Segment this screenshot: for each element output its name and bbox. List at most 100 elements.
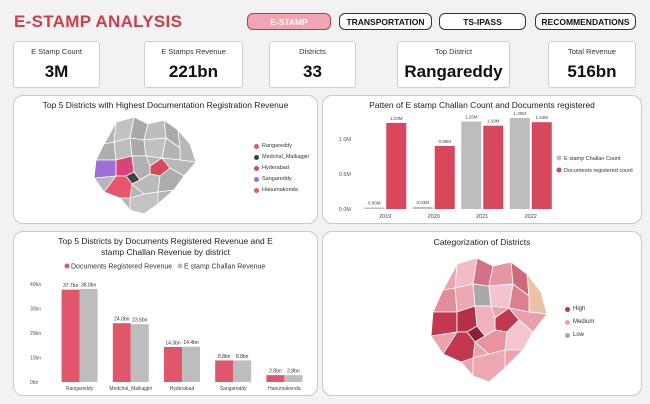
legend-dot-icon <box>254 165 259 171</box>
y-tick-label: 0bn <box>30 380 39 386</box>
map-legend-item[interactable]: Hyderabad <box>254 165 289 171</box>
bar-data-label: 14.3bn <box>165 340 181 346</box>
x-tick-label: Hanumakonda <box>268 386 301 392</box>
bar-data-label: 8.8bn <box>236 354 249 360</box>
district-revenue-bar-chart[interactable]: 0bn 10bn 20bn 30bn 40bn Documents Registered … <box>14 232 319 397</box>
bar-data-label: 2.8bn <box>287 369 300 375</box>
chart-bar <box>284 375 303 382</box>
y-tick-label: 0.0M <box>339 207 352 213</box>
bar-data-label: 0.90M <box>438 139 451 144</box>
chart-bar <box>233 360 252 382</box>
telangana-map[interactable] <box>86 114 201 219</box>
chart-bar <box>112 323 131 382</box>
x-tick-label: 2020 <box>428 214 440 220</box>
nav-transportation-button[interactable]: TRANSPORTATION <box>339 13 432 30</box>
map-legend-item[interactable]: Sangareddy <box>254 176 292 182</box>
x-tick-label: Medchal_Malkajgiri <box>109 386 152 392</box>
bar-data-label: 1.25M <box>465 115 478 120</box>
x-tick-label: 2022 <box>525 214 537 220</box>
kpi-label: E Stamps Revenue <box>161 47 226 56</box>
map-legend-item[interactable]: High <box>565 306 585 312</box>
x-tick-label: Rangareddy <box>66 386 94 392</box>
chart-bar <box>79 288 98 382</box>
nav-estamp-button[interactable]: E-STAMP <box>247 13 331 30</box>
chart-bar <box>461 121 482 209</box>
y-tick-label: 20bn <box>30 331 41 337</box>
kpi-value: Rangareddy <box>404 62 503 81</box>
legend-dot-icon <box>556 167 562 173</box>
estamp-pattern-bar-chart[interactable]: 0.0M 0.5M 1.0M 0.00M 1.23M 2019 0.03M 0.90M 2020… <box>323 96 643 225</box>
legend-label: Hyderabad <box>262 165 289 171</box>
legend-dot-icon <box>565 306 570 312</box>
nav-recommendations-button[interactable]: RECOMMENDATIONS <box>535 13 636 30</box>
x-tick-label: 2019 <box>379 214 391 220</box>
panel-title: Categorization of Districts <box>433 237 531 247</box>
nav-tsipass-button[interactable]: TS-IPASS <box>439 13 526 30</box>
legend-label: Documents registered count <box>564 168 633 174</box>
kpi-label: Districts <box>299 47 326 56</box>
x-tick-label: Sangareddy <box>220 386 247 392</box>
legend-label: Documents Registered Revenue <box>71 264 172 271</box>
bar-data-label: 1.23M <box>390 116 403 121</box>
bar-data-label: 38.0bn <box>81 282 97 288</box>
chart-bar <box>164 346 182 382</box>
kpi-value: 3M <box>44 62 69 81</box>
legend-label: E stamp Challan Revenue <box>184 264 265 271</box>
legend-label: E stamp Challan Count <box>564 156 621 162</box>
map-legend-item[interactable]: Medchal_Malkajgiri <box>254 154 309 160</box>
legend-dot-icon <box>254 187 259 193</box>
kpi-districts-card: Districts 33 <box>269 41 356 88</box>
chart-title: Patten of E stamp Challan Count and Docu… <box>369 100 595 110</box>
page-title: E-STAMP ANALYSIS <box>14 12 183 31</box>
legend-label: Low <box>573 332 585 338</box>
bar-data-label: 2.8bn <box>269 369 282 375</box>
legend-label: Sangareddy <box>262 176 292 182</box>
legend-label: Rangareddy <box>262 143 292 149</box>
chart-bar <box>386 122 407 209</box>
kpi-label: Total Revenue <box>568 47 616 56</box>
bar-data-label: 0.03M <box>416 200 429 205</box>
bar-data-label: 14.4bn <box>183 340 199 346</box>
legend-dot-icon <box>177 263 183 269</box>
y-tick-label: 1.0M <box>339 137 352 143</box>
bar-data-label: 37.7bn <box>63 283 79 289</box>
estamp-pattern-chart-panel: Patten of E stamp Challan Count and Docu… <box>322 95 642 224</box>
chart-bar <box>434 146 455 209</box>
categorization-map[interactable] <box>423 254 553 389</box>
district-categorization-map-panel: Categorization of Districts High Medium … <box>322 231 642 396</box>
map-legend-item[interactable]: Medium <box>565 319 594 325</box>
legend-dot-icon <box>565 319 570 325</box>
legend-dot-icon <box>556 155 562 161</box>
legend-dot-icon <box>254 176 259 182</box>
bar-data-label: 1.24M <box>535 115 548 120</box>
panel-title: Top 5 Districts with Highest Documentati… <box>42 100 289 110</box>
legend-dot-icon <box>64 263 70 269</box>
chart-bar <box>61 289 80 382</box>
legend-dot-icon <box>254 154 259 160</box>
map-legend-item[interactable]: Low <box>565 332 584 338</box>
legend-label: Medium <box>573 319 595 325</box>
y-tick-label: 0.5M <box>339 172 352 178</box>
kpi-label: E Stamp Count <box>31 47 82 56</box>
chart-bar <box>266 375 285 382</box>
kpi-estamp-revenue-card: E Stamps Revenue 221bn <box>144 41 243 88</box>
bar-data-label: 23.6bn <box>132 318 148 324</box>
top5-districts-map-panel: Top 5 Districts with Highest Documentati… <box>13 95 318 224</box>
legend-label: High <box>573 306 586 312</box>
bar-data-label: 1.30M <box>513 111 526 116</box>
chart-bar <box>531 122 552 209</box>
kpi-value: 221bn <box>168 62 219 81</box>
chart-bar <box>483 125 504 209</box>
map-legend-item[interactable]: Hanumakonda <box>254 187 298 193</box>
y-tick-label: 40bn <box>30 282 41 288</box>
kpi-value: 516bn <box>567 62 617 81</box>
legend-label: Hanumakonda <box>262 187 298 193</box>
map-legend-item[interactable]: Rangareddy <box>254 143 292 149</box>
bar-data-label: 24.0bn <box>114 317 130 323</box>
chart-bar <box>364 207 385 209</box>
kpi-total-revenue-card: Total Revenue 516bn <box>548 41 636 88</box>
kpi-estamp-count-card: E Stamp Count 3M <box>13 41 100 88</box>
bar-data-label: 8.8bn <box>218 354 231 360</box>
chart-bar <box>215 360 234 382</box>
chart-bar <box>412 206 433 209</box>
